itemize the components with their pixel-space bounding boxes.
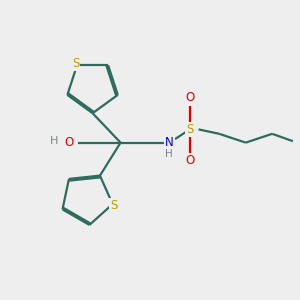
Text: S: S [186, 123, 194, 136]
Text: S: S [110, 199, 118, 212]
Text: N: N [165, 136, 173, 149]
Text: O: O [185, 92, 194, 104]
Text: O: O [64, 136, 74, 149]
Text: H: H [50, 136, 58, 146]
Text: H: H [165, 149, 173, 159]
Text: O: O [185, 154, 194, 167]
Text: S: S [72, 57, 79, 70]
